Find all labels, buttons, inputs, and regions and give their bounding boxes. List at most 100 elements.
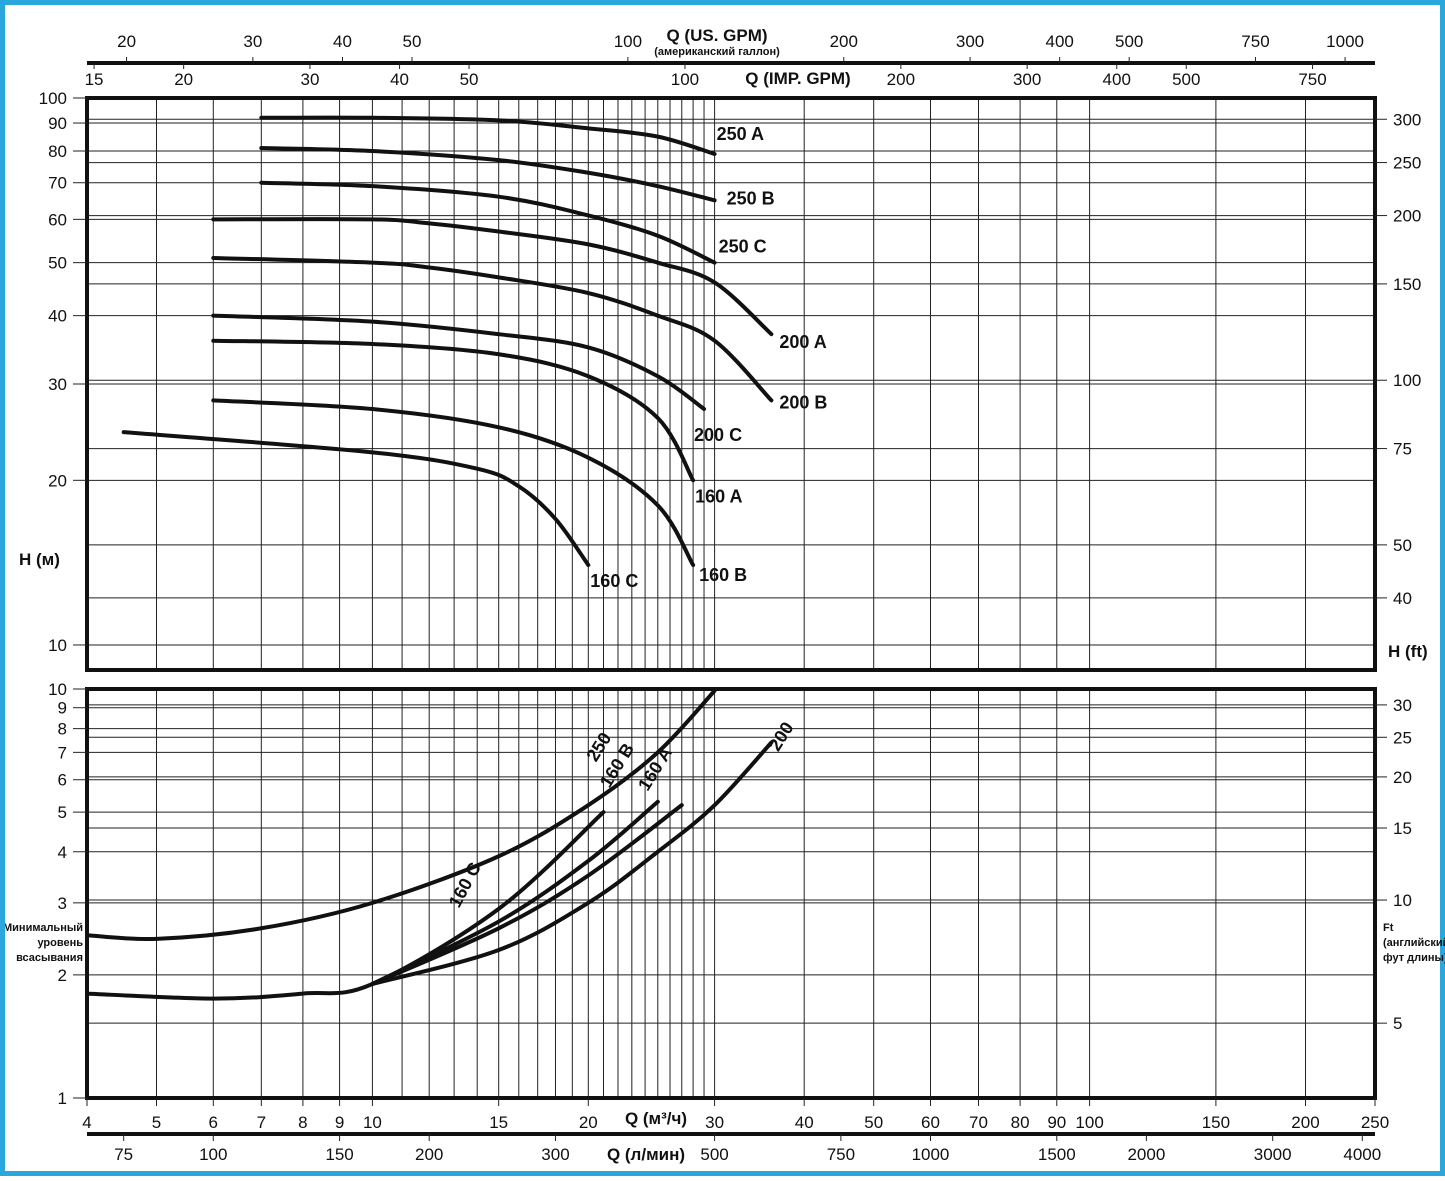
y-tick-label: 5 — [58, 803, 67, 822]
bottom-m3-tick-label: 200 — [1291, 1113, 1319, 1132]
top-us-tick-label: 300 — [956, 32, 984, 51]
bottom-m3-tick-label: 250 — [1361, 1113, 1389, 1132]
bottom-m3-tick-label: 4 — [82, 1113, 91, 1132]
top-us-axis-subtitle: (американский галлон) — [654, 46, 780, 58]
head-curve-label: 200 C — [694, 425, 742, 445]
y-tick-label: 2 — [58, 966, 67, 985]
npsh-curve-160-a — [370, 803, 684, 986]
top-imp-tick-label: 750 — [1298, 70, 1326, 89]
top-us-tick-label: 500 — [1115, 32, 1143, 51]
bottom-lmin-tick-label: 150 — [325, 1145, 353, 1164]
bottom-m3-axis-title: Q (м³/ч) — [625, 1109, 687, 1128]
y-tick-label: 90 — [48, 114, 67, 133]
bottom-lmin-tick-label: 300 — [541, 1145, 569, 1164]
y-tick-label-right: 5 — [1393, 1014, 1402, 1033]
y-tick-label: 10 — [48, 636, 67, 655]
bottom-m3-tick-label: 100 — [1075, 1113, 1103, 1132]
head-curve-250-b — [259, 146, 717, 203]
bottom-m3-tick-label: 20 — [579, 1113, 598, 1132]
npsh-axis-title-left: уровень — [37, 937, 83, 949]
npsh-axis-title-right: (английский — [1383, 937, 1445, 949]
top-us-tick-label: 400 — [1045, 32, 1073, 51]
bottom-m3-tick-label: 90 — [1047, 1113, 1066, 1132]
npsh-axis-title-right: фут длины) — [1383, 952, 1445, 964]
bottom-lmin-tick-label: 4000 — [1343, 1145, 1381, 1164]
head-curve-label: 250 C — [719, 237, 767, 257]
y-tick-label: 9 — [58, 699, 67, 718]
head-curve-200-a — [211, 217, 774, 337]
y-tick-label-right: 25 — [1393, 728, 1412, 747]
bottom-m3-tick-label: 80 — [1011, 1113, 1030, 1132]
top-us-tick-label: 750 — [1241, 32, 1269, 51]
bottom-lmin-tick-label: 500 — [700, 1145, 728, 1164]
y-tick-label: 60 — [48, 210, 67, 229]
top-us-tick-label: 50 — [403, 32, 422, 51]
top-us-tick-label: 100 — [614, 32, 642, 51]
top-imp-tick-label: 400 — [1103, 70, 1131, 89]
head-curve-250-a — [259, 115, 717, 156]
y-tick-label-right: 100 — [1393, 371, 1421, 390]
bottom-m3-tick-label: 5 — [152, 1113, 161, 1132]
bottom-m3-tick-label: 150 — [1202, 1113, 1230, 1132]
npsh-curve-160-c — [85, 810, 606, 1001]
bottom-m3-tick-label: 7 — [257, 1113, 266, 1132]
bottom-lmin-tick-label: 100 — [199, 1145, 227, 1164]
bottom-m3-tick-label: 50 — [864, 1113, 883, 1132]
bottom-lmin-tick-label: 3000 — [1254, 1145, 1292, 1164]
head-curve-160-c — [121, 430, 591, 568]
y-tick-label-right: 10 — [1393, 891, 1412, 910]
npsh-axis-title-left: Минимальный — [5, 922, 83, 934]
head-axis-title-left: H (м) — [19, 550, 60, 569]
y-tick-label: 7 — [58, 743, 67, 762]
bottom-lmin-tick-label: 1000 — [912, 1145, 950, 1164]
bottom-lmin-tick-label: 75 — [114, 1145, 133, 1164]
bottom-lmin-tick-label: 200 — [415, 1145, 443, 1164]
y-tick-label-right: 40 — [1393, 589, 1412, 608]
y-tick-label: 50 — [48, 254, 67, 273]
head-curve-200-c — [211, 313, 707, 412]
bottom-m3-tick-label: 30 — [705, 1113, 724, 1132]
bottom-lmin-axis-title: Q (л/мин) — [607, 1145, 685, 1164]
y-tick-label-right: 15 — [1393, 819, 1412, 838]
y-tick-label: 70 — [48, 174, 67, 193]
bottom-lmin-tick-label: 1500 — [1038, 1145, 1076, 1164]
top-imp-tick-label: 40 — [390, 70, 409, 89]
head-curve-label: 250 B — [727, 188, 775, 208]
head-curve-160-b — [211, 398, 696, 568]
bottom-m3-tick-label: 9 — [335, 1113, 344, 1132]
top-imp-tick-label: 100 — [671, 70, 699, 89]
y-tick-label-right: 30 — [1393, 696, 1412, 715]
bottom-m3-tick-label: 40 — [795, 1113, 814, 1132]
bottom-m3-tick-label: 10 — [363, 1113, 382, 1132]
head-curve-label: 200 B — [779, 392, 827, 412]
npsh-axis-title-right: Ft — [1383, 922, 1394, 934]
top-imp-tick-label: 30 — [300, 70, 319, 89]
bottom-m3-tick-label: 8 — [298, 1113, 307, 1132]
bottom-m3-tick-label: 60 — [921, 1113, 940, 1132]
head-curve-160-a — [211, 338, 696, 483]
head-curve-label: 160 C — [590, 571, 638, 591]
bottom-lmin-tick-label: 2000 — [1127, 1145, 1165, 1164]
head-curve-label: 200 A — [779, 332, 826, 352]
head-curve-200-b — [211, 255, 774, 403]
npsh-panel-frame — [85, 687, 1377, 1100]
y-tick-label: 4 — [58, 843, 67, 862]
top-us-tick-label: 200 — [830, 32, 858, 51]
top-imp-tick-label: 200 — [887, 70, 915, 89]
npsh-curve-160-b — [370, 799, 660, 986]
y-tick-label: 30 — [48, 375, 67, 394]
top-us-tick-label: 40 — [333, 32, 352, 51]
top-us-tick-label: 30 — [243, 32, 262, 51]
head-curve-label: 250 A — [717, 124, 764, 144]
y-tick-label: 6 — [58, 771, 67, 790]
bottom-m3-tick-label: 15 — [489, 1113, 508, 1132]
top-imp-tick-label: 50 — [460, 70, 479, 89]
top-imp-tick-label: 300 — [1013, 70, 1041, 89]
head-curve-label: 160 A — [695, 486, 742, 506]
top-us-tick-label: 20 — [117, 32, 136, 51]
y-tick-label: 10 — [48, 680, 67, 699]
y-tick-label-right: 75 — [1393, 440, 1412, 459]
top-us-axis-title: Q (US. GPM) — [666, 26, 767, 45]
y-tick-label-right: 150 — [1393, 275, 1421, 294]
